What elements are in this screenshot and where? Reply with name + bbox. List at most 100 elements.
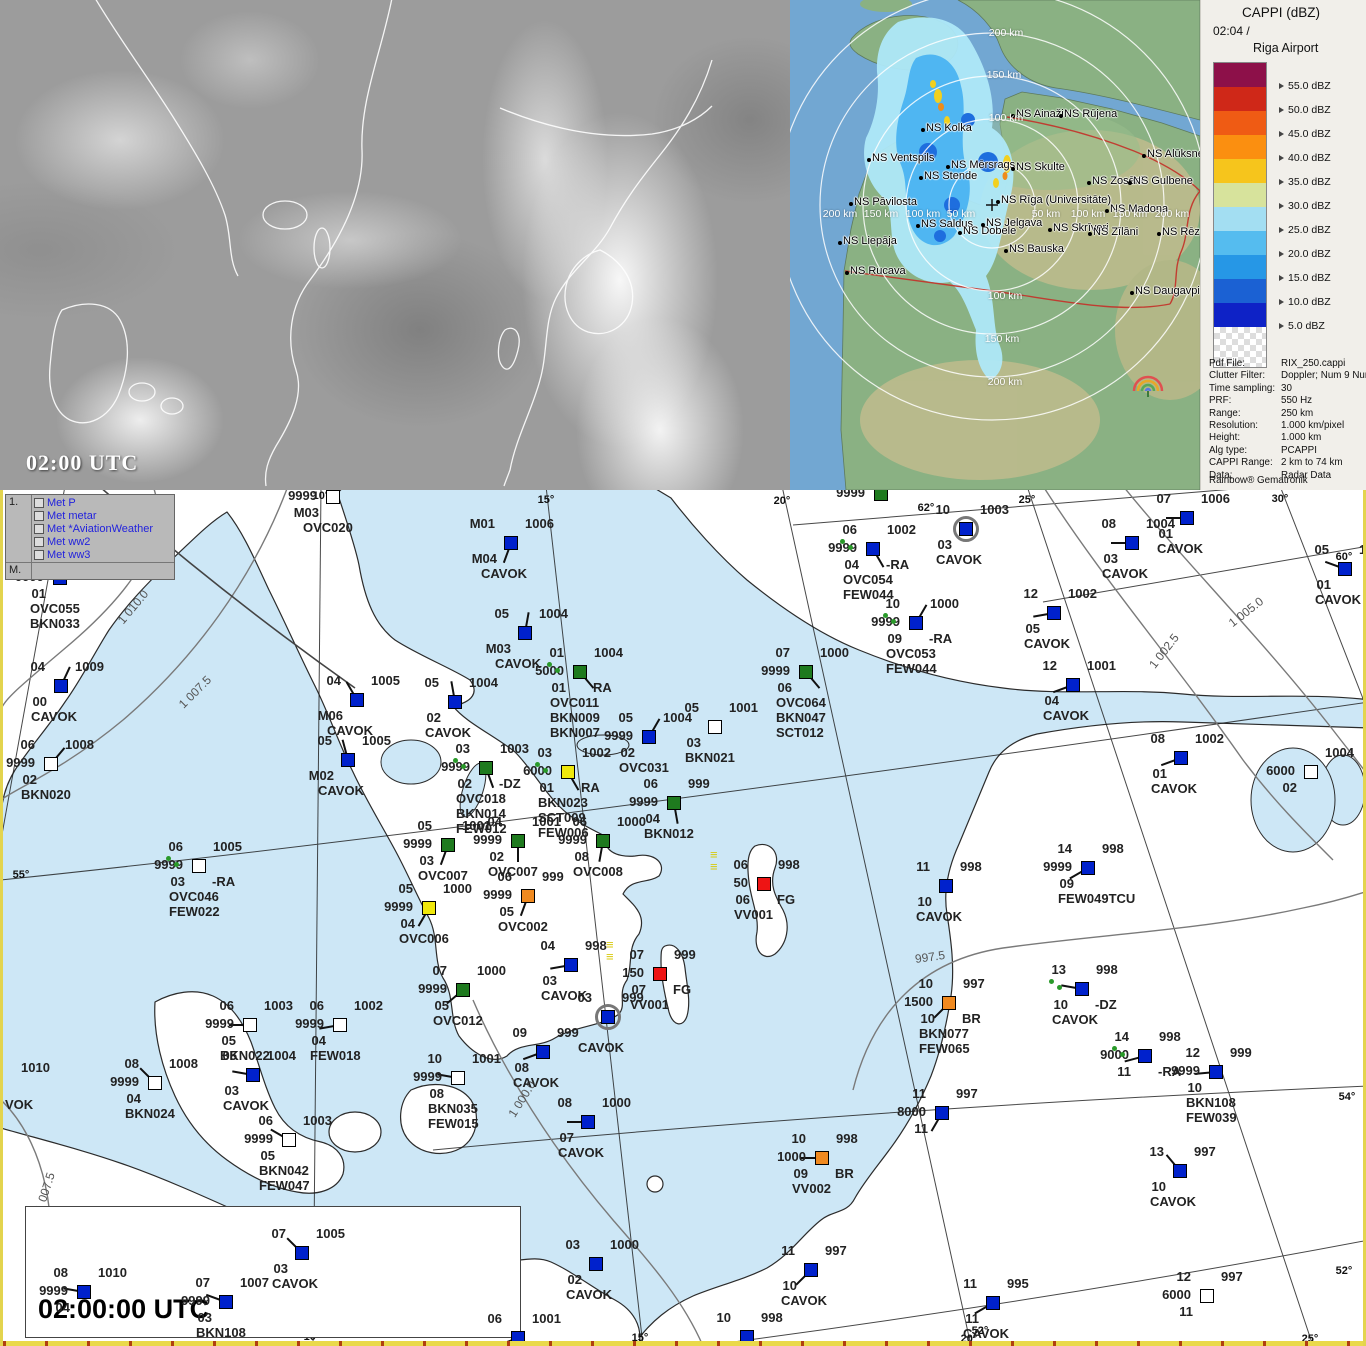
layer-item[interactable]: Met *AviationWeather bbox=[34, 522, 172, 535]
station-marker[interactable] bbox=[942, 996, 956, 1010]
station-marker[interactable] bbox=[939, 879, 953, 893]
radar-site-label: NS Gulbene bbox=[1133, 175, 1193, 187]
station-marker[interactable] bbox=[448, 695, 462, 709]
station-marker[interactable] bbox=[757, 877, 771, 891]
radar-map bbox=[790, 0, 1200, 490]
range-ring-label: 150 km bbox=[984, 333, 1020, 345]
station-marker[interactable] bbox=[1066, 678, 1080, 692]
station-marker[interactable] bbox=[441, 838, 455, 852]
radar-site-label: NS Rēzek bbox=[1162, 226, 1200, 238]
station-marker[interactable] bbox=[804, 1263, 818, 1277]
station-marker[interactable] bbox=[521, 889, 535, 903]
station-marker[interactable] bbox=[667, 796, 681, 810]
station-marker[interactable] bbox=[642, 730, 656, 744]
layer-item[interactable]: Met ww3 bbox=[34, 548, 172, 561]
station-marker[interactable] bbox=[295, 1246, 309, 1260]
radar-site-label: NS Saldus bbox=[921, 218, 973, 230]
station-marker[interactable] bbox=[866, 542, 880, 556]
layer-item[interactable]: Met metar bbox=[34, 509, 172, 522]
station-marker[interactable] bbox=[326, 490, 340, 504]
dewpoint-value: 08 bbox=[429, 1086, 444, 1101]
station-marker[interactable] bbox=[815, 1151, 829, 1165]
dbz-swatch bbox=[1214, 63, 1266, 87]
station-marker[interactable] bbox=[589, 1257, 603, 1271]
station-marker[interactable] bbox=[1200, 1289, 1214, 1303]
pressure-value: 1005 bbox=[213, 839, 242, 854]
station-marker[interactable] bbox=[1081, 861, 1095, 875]
station-marker[interactable] bbox=[1338, 562, 1352, 576]
station-marker[interactable] bbox=[573, 665, 587, 679]
station-marker[interactable] bbox=[456, 983, 470, 997]
layer-item[interactable]: Met P bbox=[34, 496, 172, 509]
station-marker[interactable] bbox=[874, 490, 888, 501]
station-marker[interactable] bbox=[799, 665, 813, 679]
station-marker[interactable] bbox=[708, 720, 722, 734]
dewpoint-value: 01 bbox=[1158, 526, 1173, 541]
pressure-value: 1009 bbox=[75, 659, 104, 674]
station-marker[interactable] bbox=[219, 1295, 233, 1309]
station-marker[interactable] bbox=[1075, 982, 1089, 996]
visibility-value: 9999 bbox=[1043, 859, 1072, 874]
radar-site-dot bbox=[1059, 114, 1063, 118]
layer-checkbox-icon[interactable] bbox=[34, 510, 44, 521]
station-marker[interactable] bbox=[282, 1133, 296, 1147]
layer-checkbox-icon[interactable] bbox=[34, 536, 44, 547]
station-marker[interactable] bbox=[561, 765, 575, 779]
visibility-value: 9999 bbox=[483, 887, 512, 902]
satellite-panel[interactable]: 02:00 UTC bbox=[0, 0, 790, 490]
station-marker[interactable] bbox=[479, 761, 493, 775]
station-marker[interactable] bbox=[935, 1106, 949, 1120]
dbz-tick-label: 10.0 dBZ bbox=[1279, 296, 1331, 308]
station-marker[interactable] bbox=[1173, 1164, 1187, 1178]
synoptic-map-panel[interactable]: 02:00:00 UTC 1. Met P Met metar Met *Aviat… bbox=[0, 490, 1366, 1346]
station-marker[interactable] bbox=[243, 1018, 257, 1032]
station-marker[interactable] bbox=[564, 958, 578, 972]
station-marker[interactable] bbox=[511, 834, 525, 848]
precip-dot-icon bbox=[891, 619, 896, 624]
station-marker[interactable] bbox=[1047, 606, 1061, 620]
cloud-group: BKN014 bbox=[456, 806, 506, 821]
station-marker[interactable] bbox=[44, 757, 58, 771]
station-marker[interactable] bbox=[581, 1115, 595, 1129]
station-marker[interactable] bbox=[1209, 1065, 1223, 1079]
station-marker[interactable] bbox=[909, 616, 923, 630]
layer-item[interactable]: Met ww2 bbox=[34, 535, 172, 548]
station-marker[interactable] bbox=[1180, 511, 1194, 525]
station-marker[interactable] bbox=[422, 901, 436, 915]
station-marker[interactable] bbox=[77, 1285, 91, 1299]
cloud-group: CAVOK bbox=[495, 656, 541, 671]
station-marker[interactable] bbox=[601, 1010, 615, 1024]
station-marker[interactable] bbox=[596, 834, 610, 848]
station-marker[interactable] bbox=[518, 626, 532, 640]
station-marker[interactable] bbox=[54, 679, 68, 693]
station-marker[interactable] bbox=[536, 1045, 550, 1059]
station-marker[interactable] bbox=[350, 693, 364, 707]
layer-checkbox-icon[interactable] bbox=[34, 523, 44, 534]
radar-panel[interactable]: NS Kolka NS Ventspils NS Mērsrags NS Stende… bbox=[790, 0, 1200, 490]
layer-checkbox-icon[interactable] bbox=[34, 549, 44, 560]
station-marker[interactable] bbox=[341, 753, 355, 767]
station-marker[interactable] bbox=[192, 859, 206, 873]
pressure-value: 998 bbox=[778, 857, 800, 872]
station-marker[interactable] bbox=[148, 1076, 162, 1090]
precip-dot-icon bbox=[174, 862, 179, 867]
dbz-swatch bbox=[1214, 159, 1266, 183]
pressure-value: 1000 bbox=[443, 881, 472, 896]
station-marker[interactable] bbox=[1125, 536, 1139, 550]
station-marker[interactable] bbox=[986, 1296, 1000, 1310]
station-marker[interactable] bbox=[1304, 765, 1318, 779]
temperature-value: 12 bbox=[1042, 658, 1057, 673]
station-marker[interactable] bbox=[451, 1071, 465, 1085]
station-marker[interactable] bbox=[504, 536, 518, 550]
station-marker[interactable] bbox=[1138, 1049, 1152, 1063]
metadata-value: 30 bbox=[1281, 382, 1292, 394]
layer-checkbox-icon[interactable] bbox=[34, 497, 44, 508]
station-marker[interactable] bbox=[959, 522, 973, 536]
station-marker[interactable] bbox=[653, 967, 667, 981]
station-marker[interactable] bbox=[333, 1018, 347, 1032]
visibility-value: 9999 bbox=[110, 1074, 139, 1089]
radar-vendor-label: Rainbow® Gematronik bbox=[1209, 475, 1308, 486]
station-marker[interactable] bbox=[1174, 751, 1188, 765]
station-marker[interactable] bbox=[246, 1068, 260, 1082]
